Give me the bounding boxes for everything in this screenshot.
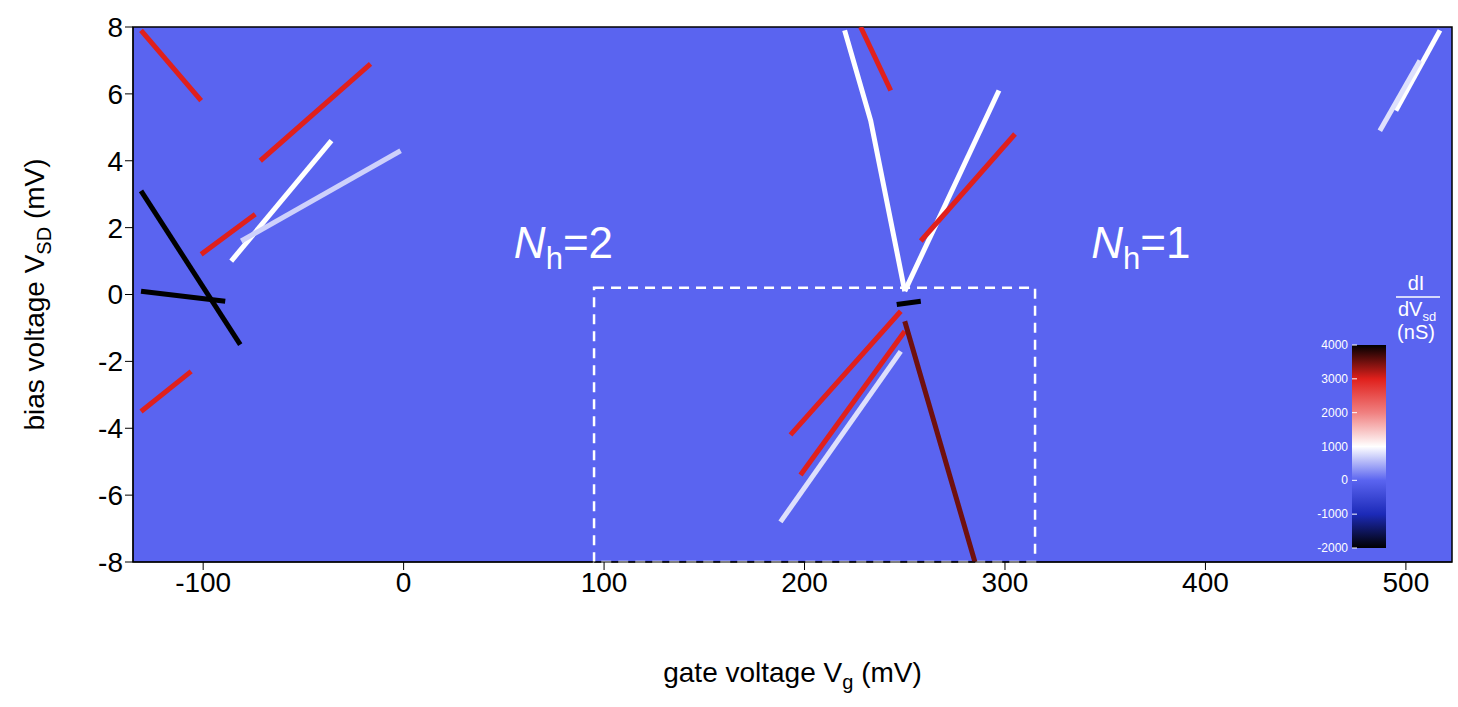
svg-text:2000: 2000 (1321, 406, 1348, 420)
svg-text:-8: -8 (98, 547, 123, 578)
svg-text:(nS): (nS) (1397, 321, 1435, 343)
svg-text:0: 0 (1341, 473, 1348, 487)
svg-text:500: 500 (1383, 567, 1430, 598)
svg-text:4000: 4000 (1321, 338, 1348, 352)
svg-text:dVsd: dVsd (1398, 298, 1436, 324)
svg-text:3000: 3000 (1321, 372, 1348, 386)
svg-text:2: 2 (107, 213, 123, 244)
svg-text:1000: 1000 (1321, 440, 1348, 454)
svg-text:-6: -6 (98, 480, 123, 511)
svg-text:bias voltage VSD (mV): bias voltage VSD (mV) (19, 158, 55, 430)
svg-text:400: 400 (1182, 567, 1229, 598)
svg-text:dI: dI (1408, 272, 1425, 294)
svg-text:0: 0 (396, 567, 412, 598)
svg-text:0: 0 (107, 279, 123, 310)
svg-text:-100: -100 (175, 567, 231, 598)
svg-text:300: 300 (982, 567, 1029, 598)
svg-text:-2: -2 (98, 346, 123, 377)
svg-text:-2000: -2000 (1317, 541, 1348, 555)
svg-text:200: 200 (781, 567, 828, 598)
svg-text:100: 100 (581, 567, 628, 598)
svg-text:gate voltage Vg (mV): gate voltage Vg (mV) (663, 657, 922, 693)
svg-text:6: 6 (107, 79, 123, 110)
svg-text:4: 4 (107, 146, 123, 177)
svg-text:Nh=2: Nh=2 (514, 218, 613, 276)
svg-text:8: 8 (107, 12, 123, 43)
svg-text:-1000: -1000 (1317, 507, 1348, 521)
svg-text:Nh=1: Nh=1 (1091, 218, 1190, 276)
svg-text:-4: -4 (98, 413, 123, 444)
